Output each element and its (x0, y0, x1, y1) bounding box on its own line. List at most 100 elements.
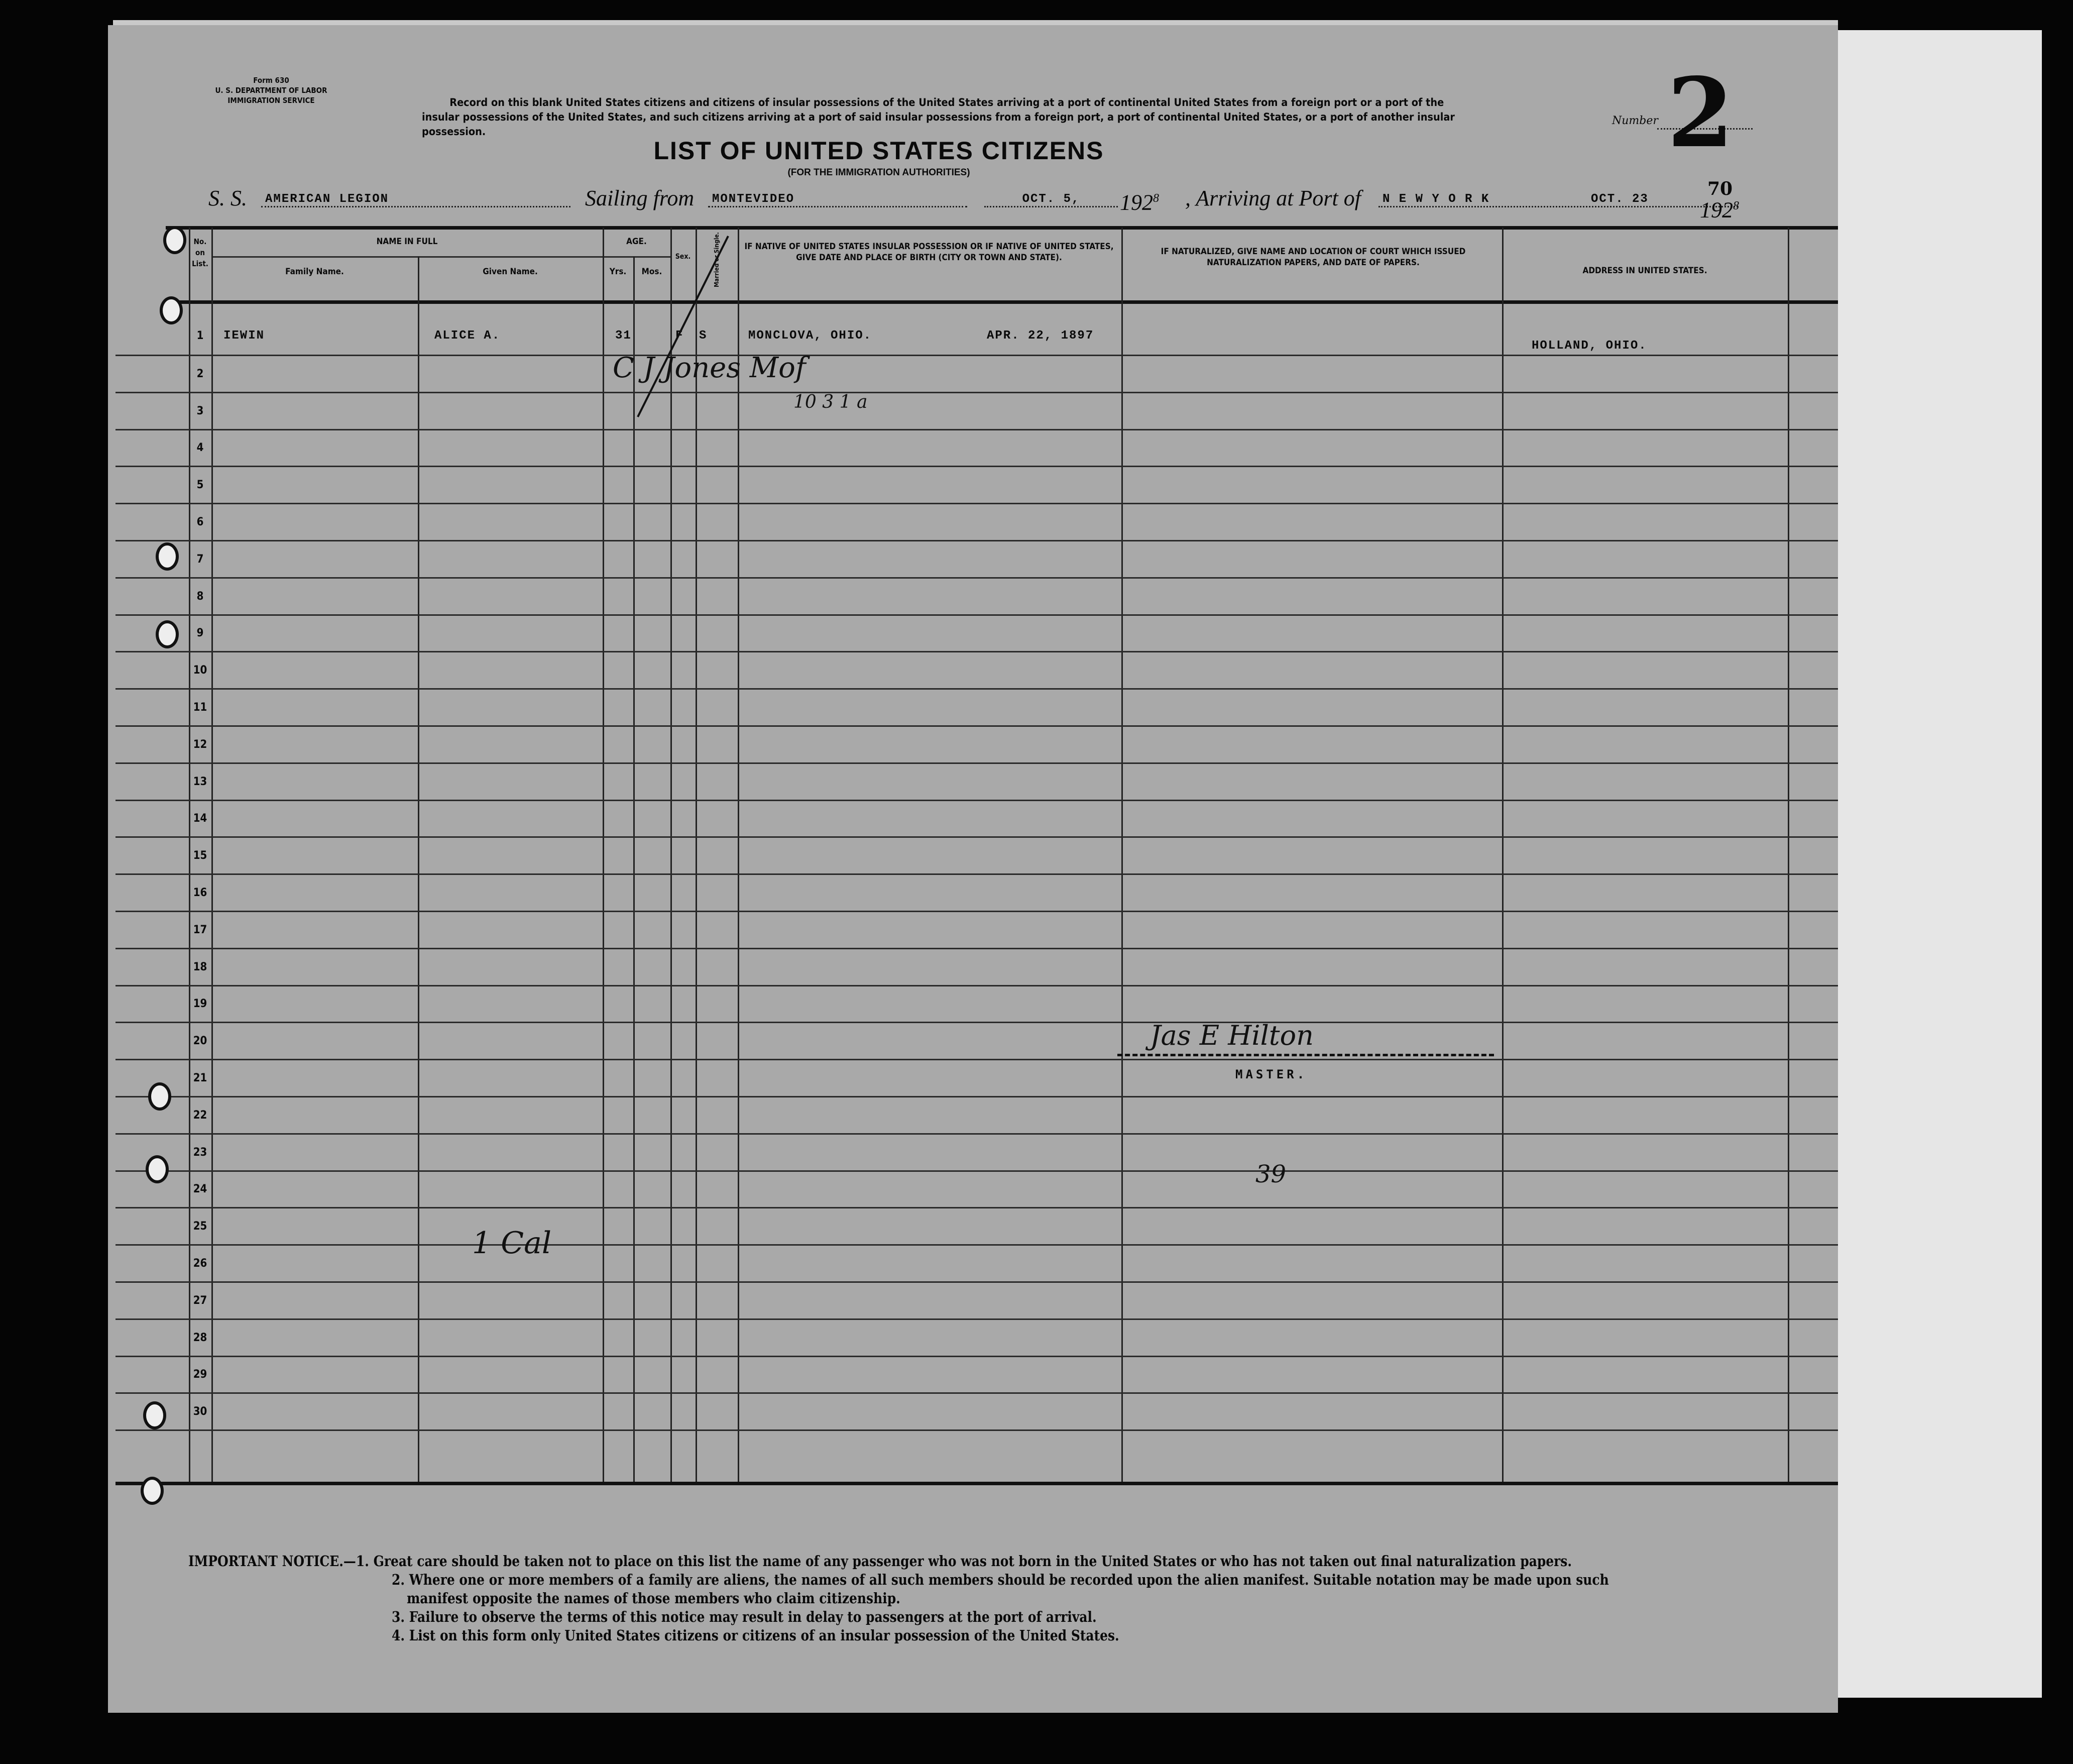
arriving-label: , Arriving at Port of (1185, 186, 1361, 210)
handwritten-row26: 1 Cal (472, 1226, 552, 1261)
binding-hole (143, 1401, 166, 1429)
signature-line (1117, 1054, 1494, 1056)
form-number: Form 630 (253, 76, 289, 85)
row-number: 13 (193, 775, 207, 788)
column-rule (738, 228, 739, 1482)
row-rule (116, 1355, 1838, 1357)
row-rule (116, 725, 1838, 727)
arrival-port: N E W Y O R K (1378, 192, 1738, 207)
row-number: 21 (193, 1072, 207, 1084)
col-header-no: No. on List. (192, 237, 208, 268)
col-header-sex: Sex. (675, 253, 691, 261)
row-rule (116, 873, 1838, 875)
row-number: 29 (193, 1368, 207, 1381)
department: U. S. DEPARTMENT OF LABOR (215, 86, 327, 95)
col-header-yrs: Yrs. (609, 267, 627, 277)
row-rule (116, 391, 1838, 393)
row-number: 20 (193, 1035, 207, 1048)
binding-hole (163, 226, 186, 254)
col-header-address: ADDRESS IN UNITED STATES. (1582, 266, 1707, 276)
number-label: Number (1612, 115, 1658, 127)
notice-label: IMPORTANT NOTICE.—1. Great care should b… (188, 1551, 1572, 1571)
ship-name: AMERICAN LEGION (261, 192, 570, 207)
page-subtitle: (FOR THE IMMIGRATION AUTHORITIES) (787, 167, 970, 178)
sailing-port: MONTEVIDEO (708, 192, 967, 207)
handwritten-row2: C J Jones Mof (613, 352, 806, 384)
binding-hole (160, 296, 183, 324)
page-title: LIST OF UNITED STATES CITIZENS (653, 137, 1104, 165)
row-rule (116, 577, 1838, 579)
row-number: 15 (193, 849, 207, 862)
col-header-naturalized: IF NATURALIZED, GIVE NAME AND LOCATION O… (1161, 247, 1466, 268)
master-label: MASTER. (1235, 1067, 1308, 1081)
row-rule (116, 688, 1838, 690)
row-rule (116, 1244, 1838, 1246)
row-number: 12 (193, 738, 207, 751)
row-rule (116, 1059, 1838, 1061)
row-number: 14 (193, 812, 207, 825)
row-rule (116, 836, 1838, 838)
notice-item-2: 2. Where one or more members of a family… (392, 1571, 1609, 1588)
row-number: 30 (193, 1405, 207, 1418)
column-rule (189, 228, 190, 1482)
column-rule (211, 228, 213, 1482)
row-number: 16 (193, 887, 207, 899)
col-header-family-name: Family Name. (285, 267, 344, 277)
row-number: 28 (193, 1331, 207, 1344)
row-number: 8 (196, 590, 204, 603)
row-number: 23 (193, 1146, 207, 1159)
service: IMMIGRATION SERVICE (227, 96, 315, 105)
row-number: 2 (196, 367, 204, 380)
row-number: 1 (196, 329, 204, 342)
notice-title: IMPORTANT NOTICE.— (188, 1553, 356, 1570)
master-signature: Jas E Hilton (1150, 1020, 1314, 1051)
row-rule (116, 503, 1838, 505)
row-number: 24 (193, 1183, 207, 1196)
record-instructions: Record on this blank United States citiz… (422, 96, 1455, 138)
col-header-age: AGE. (626, 237, 647, 247)
row-number: 3 (196, 404, 204, 417)
row-rule (116, 1170, 1838, 1172)
row-number: 6 (196, 516, 204, 528)
row-number: 27 (193, 1294, 207, 1307)
row-number: 22 (193, 1109, 207, 1122)
sailing-year-prefix: 192 (1120, 190, 1153, 215)
row-rule (116, 799, 1838, 801)
table-top-rule (166, 226, 1838, 230)
family-name-cell: IEWIN (223, 329, 265, 343)
binding-hole (146, 1155, 169, 1183)
row-rule (116, 1096, 1838, 1097)
row-number: 17 (193, 923, 207, 936)
binding-hole (148, 1082, 171, 1111)
row-number: 19 (193, 998, 207, 1011)
notice-item-1: 1. Great care should be taken not to pla… (356, 1553, 1572, 1570)
row-rule (116, 355, 1838, 356)
row-rule (116, 1022, 1838, 1024)
address-cell: HOLLAND, OHIO. (1532, 339, 1647, 353)
column-rule (633, 256, 635, 1482)
list-number: 2 (1667, 57, 1734, 169)
row-number: 10 (193, 664, 207, 677)
row-rule (116, 614, 1838, 616)
row-rule (116, 1133, 1838, 1135)
married-cell: S (699, 329, 708, 343)
given-name-cell: ALICE A. (434, 329, 501, 343)
row-number: 26 (193, 1257, 207, 1270)
binding-hole (156, 620, 179, 648)
birth-date-cell: APR. 22, 1897 (987, 329, 1094, 343)
handwritten-row3: 10 3 1 a (793, 392, 868, 412)
arrival-year: 1928 (1700, 193, 1739, 223)
form-identifier: Form 630 U. S. DEPARTMENT OF LABOR IMMIG… (181, 75, 362, 105)
arrival-date: OCT. 23 (1591, 192, 1649, 206)
arrival-note: 70 (1707, 178, 1733, 199)
row-number: 9 (196, 627, 204, 640)
sailing-date: OCT. 5, (984, 192, 1118, 207)
row-number: 4 (196, 442, 204, 455)
column-rule (1121, 228, 1123, 1482)
arrival-year-prefix: 192 (1700, 197, 1733, 223)
page-number: 39 (1255, 1160, 1287, 1188)
manifest-page (108, 25, 1838, 1713)
age-years-cell: 31 (615, 329, 632, 343)
col-header-mos: Mos. (641, 267, 662, 277)
col-header-given-name: Given Name. (483, 267, 538, 277)
